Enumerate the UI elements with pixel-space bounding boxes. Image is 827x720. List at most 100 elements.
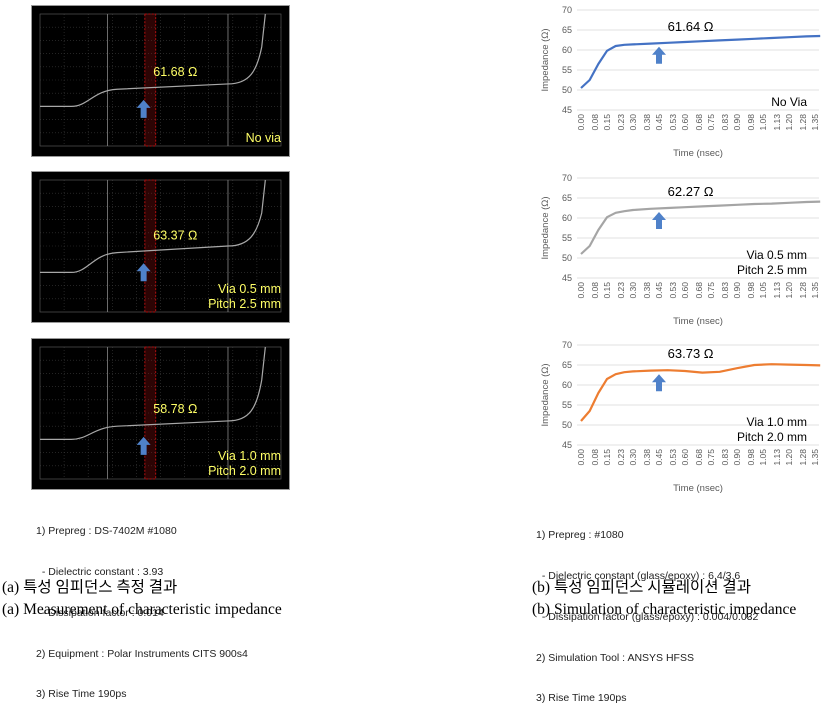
x-tick-label: 0.60 bbox=[680, 282, 690, 299]
measurement-caption-kr: (a) 특성 임피던스 측정 결과 bbox=[2, 579, 178, 596]
x-tick-label: 0.68 bbox=[694, 114, 704, 131]
y-tick-label: 70 bbox=[562, 5, 572, 15]
arrow-icon bbox=[136, 263, 151, 282]
x-tick-label: 0.98 bbox=[746, 114, 756, 131]
y-tick-label: 60 bbox=[562, 45, 572, 55]
condition-label: Via 0.5 mm bbox=[747, 248, 807, 262]
condition-label: No Via bbox=[771, 95, 807, 109]
measurement-window-fill bbox=[144, 14, 156, 146]
scope-frame bbox=[39, 13, 282, 147]
x-tick-label: 0.08 bbox=[590, 449, 600, 466]
x-tick-label: 1.28 bbox=[798, 449, 808, 466]
simulation-note: - Dielectric constant (glass/epoxy) : 6.… bbox=[536, 569, 741, 582]
x-tick-label: 0.45 bbox=[654, 282, 664, 299]
x-tick-label: 0.90 bbox=[732, 449, 742, 466]
x-tick-label: 1.13 bbox=[772, 449, 782, 466]
value-label: 58.78 Ω bbox=[153, 402, 197, 416]
measurement-note: 1) Prepreg : DS-7402M #1080 bbox=[36, 525, 177, 538]
x-tick-label: 0.83 bbox=[720, 114, 730, 131]
x-tick-label: 0.00 bbox=[576, 282, 586, 299]
x-tick-label: 0.00 bbox=[576, 114, 586, 131]
x-tick-label: 0.83 bbox=[720, 282, 730, 299]
arrow-icon bbox=[652, 212, 666, 229]
measurement-chart-3: 58.78 Ω Via 1.0 mm Pitch 2.0 mm bbox=[31, 338, 290, 490]
x-tick-label: 0.75 bbox=[706, 449, 716, 466]
impedance-series-line bbox=[580, 363, 821, 422]
y-tick-label: 50 bbox=[562, 253, 572, 263]
x-tick-label: 0.08 bbox=[590, 114, 600, 131]
condition-label: Pitch 2.0 mm bbox=[208, 464, 281, 478]
y-tick-label: 55 bbox=[562, 233, 572, 243]
impedance-series-line bbox=[580, 34, 821, 89]
x-tick-label: 0.23 bbox=[616, 449, 626, 466]
condition-label: Via 0.5 mm bbox=[218, 282, 281, 296]
x-tick-label: 1.28 bbox=[798, 114, 808, 131]
condition-label: Pitch 2.5 mm bbox=[737, 263, 807, 277]
x-tick-label: 1.28 bbox=[798, 282, 808, 299]
measurement-window bbox=[144, 13, 157, 147]
condition-label: Via 1.0 mm bbox=[218, 449, 281, 463]
value-label: 63.37 Ω bbox=[153, 228, 197, 242]
value-label: 63.73 Ω bbox=[668, 346, 714, 361]
x-tick-label: 1.05 bbox=[758, 114, 768, 131]
measurement-note: - Dielectric constant : 3.93 bbox=[36, 565, 164, 578]
scope-frame bbox=[39, 346, 282, 480]
y-axis-label: Impedance (Ω) bbox=[540, 363, 551, 426]
measurement-chart-2: 63.37 Ω Via 0.5 mm Pitch 2.5 mm bbox=[31, 171, 290, 323]
x-tick-label: 0.23 bbox=[616, 282, 626, 299]
x-tick-label: 0.53 bbox=[668, 114, 678, 131]
x-tick-label: 1.20 bbox=[784, 282, 794, 299]
simulation-note: 1) Prepreg : #1080 bbox=[536, 529, 624, 542]
y-tick-label: 65 bbox=[562, 193, 572, 203]
impedance-trace bbox=[40, 179, 266, 273]
impedance-trace bbox=[40, 13, 266, 107]
x-tick-label: 0.30 bbox=[628, 282, 638, 299]
x-tick-label: 0.60 bbox=[680, 114, 690, 131]
x-tick-label: 1.13 bbox=[772, 114, 782, 131]
x-tick-label: 0.15 bbox=[602, 114, 612, 131]
x-tick-label: 0.45 bbox=[654, 114, 664, 131]
condition-label: Pitch 2.5 mm bbox=[208, 297, 281, 311]
simulation-chart-3: 45 50 55 60 65 70 0.00 0.08 0.15 0.23 0.30 0.38 0.45… bbox=[530, 337, 827, 494]
y-tick-label: 60 bbox=[562, 213, 572, 223]
y-tick-label: 70 bbox=[562, 340, 572, 350]
y-axis-label: Impedance (Ω) bbox=[540, 196, 551, 259]
x-tick-label: 0.98 bbox=[746, 282, 756, 299]
x-axis-label: Time (nsec) bbox=[673, 148, 723, 159]
x-tick-label: 0.68 bbox=[694, 449, 704, 466]
y-tick-label: 45 bbox=[562, 273, 572, 283]
x-tick-label: 0.98 bbox=[746, 449, 756, 466]
y-tick-label: 45 bbox=[562, 440, 572, 450]
simulation-note: 3) Rise Time 190ps bbox=[536, 692, 627, 705]
y-tick-label: 65 bbox=[562, 25, 572, 35]
arrow-icon bbox=[136, 436, 151, 455]
x-tick-label: 0.00 bbox=[576, 449, 586, 466]
x-tick-label: 0.60 bbox=[680, 449, 690, 466]
x-tick-label: 0.90 bbox=[732, 282, 742, 299]
simulation-chart-1: 45 50 55 60 65 70 0.00 0.08 0.15 0.23 0.30 0.38 0.45… bbox=[530, 2, 827, 159]
x-tick-label: 0.30 bbox=[628, 114, 638, 131]
condition-label: Via 1.0 mm bbox=[747, 415, 807, 429]
y-axis-label: Impedance (Ω) bbox=[540, 28, 551, 91]
x-tick-label: 0.53 bbox=[668, 449, 678, 466]
arrow-icon bbox=[652, 46, 666, 64]
x-tick-label: 0.75 bbox=[706, 114, 716, 131]
x-tick-label: 1.05 bbox=[758, 282, 768, 299]
x-tick-label: 0.30 bbox=[628, 449, 638, 466]
x-tick-label: 0.38 bbox=[642, 282, 652, 299]
condition-label: No via bbox=[246, 131, 281, 145]
x-tick-label: 1.05 bbox=[758, 449, 768, 466]
measurement-chart-1: 61.68 Ω No via bbox=[31, 5, 290, 157]
measurement-note: 3) Rise Time 190ps bbox=[36, 688, 127, 701]
y-tick-label: 70 bbox=[562, 173, 572, 183]
x-tick-label: 0.45 bbox=[654, 449, 664, 466]
x-tick-label: 0.68 bbox=[694, 282, 704, 299]
measurement-window-fill bbox=[144, 180, 156, 312]
y-tick-label: 50 bbox=[562, 420, 572, 430]
x-tick-label: 1.13 bbox=[772, 282, 782, 299]
simulation-note: - Dissipation factor (glass/epoxy) : 0.0… bbox=[536, 610, 759, 623]
measurement-window bbox=[144, 179, 157, 313]
x-axis-label: Time (nsec) bbox=[673, 316, 723, 327]
simulation-caption-en: (b) Simulation of characteristic impedan… bbox=[532, 601, 797, 618]
x-tick-label: 1.20 bbox=[784, 114, 794, 131]
